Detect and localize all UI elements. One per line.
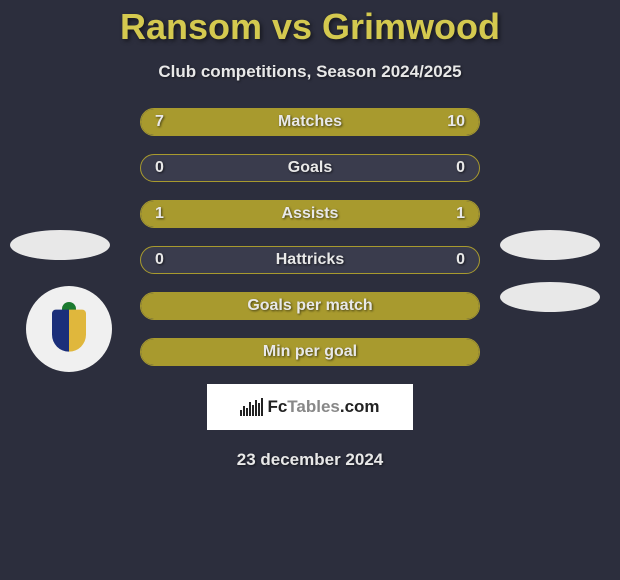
stat-value-left: 7	[155, 109, 164, 135]
stat-value-right: 10	[447, 109, 465, 135]
date-line: 23 december 2024	[0, 450, 620, 470]
stat-value-right: 0	[456, 155, 465, 181]
right-oval-2	[500, 282, 600, 312]
stat-value-left: 0	[155, 247, 164, 273]
crest-shield-icon	[52, 310, 86, 352]
branding-bars-icon	[240, 398, 263, 416]
subtitle: Club competitions, Season 2024/2025	[0, 62, 620, 82]
stat-label: Assists	[141, 201, 479, 227]
branding-box: FcTables.com	[207, 384, 413, 430]
stat-row: Min per goal	[140, 338, 480, 366]
stat-row: Assists1 1	[140, 200, 480, 228]
branding-text: FcTables.com	[267, 397, 379, 417]
left-oval	[10, 230, 110, 260]
stats-bars: Matches710Goals00Assists11Hattricks00Goa…	[140, 108, 480, 366]
stat-label: Goals per match	[141, 293, 479, 319]
main-area: Matches710Goals00Assists11Hattricks00Goa…	[0, 108, 620, 366]
club-crest	[34, 294, 104, 364]
stat-value-right: 1	[456, 201, 465, 227]
stat-label: Hattricks	[141, 247, 479, 273]
page-title: Ransom vs Grimwood	[0, 0, 620, 48]
stat-row: Matches7 10	[140, 108, 480, 136]
stat-row: Goals per match	[140, 292, 480, 320]
branding-b: Tables	[287, 397, 340, 416]
branding-a: Fc	[267, 397, 287, 416]
stat-label: Min per goal	[141, 339, 479, 365]
branding-c: .com	[340, 397, 380, 416]
right-oval-1	[500, 230, 600, 260]
stat-label: Matches	[141, 109, 479, 135]
stat-row: Goals0 0	[140, 154, 480, 182]
stat-value-left: 0	[155, 155, 164, 181]
club-logo	[26, 286, 112, 372]
stat-value-left: 1	[155, 201, 164, 227]
stat-row: Hattricks0 0	[140, 246, 480, 274]
stat-label: Goals	[141, 155, 479, 181]
stat-value-right: 0	[456, 247, 465, 273]
